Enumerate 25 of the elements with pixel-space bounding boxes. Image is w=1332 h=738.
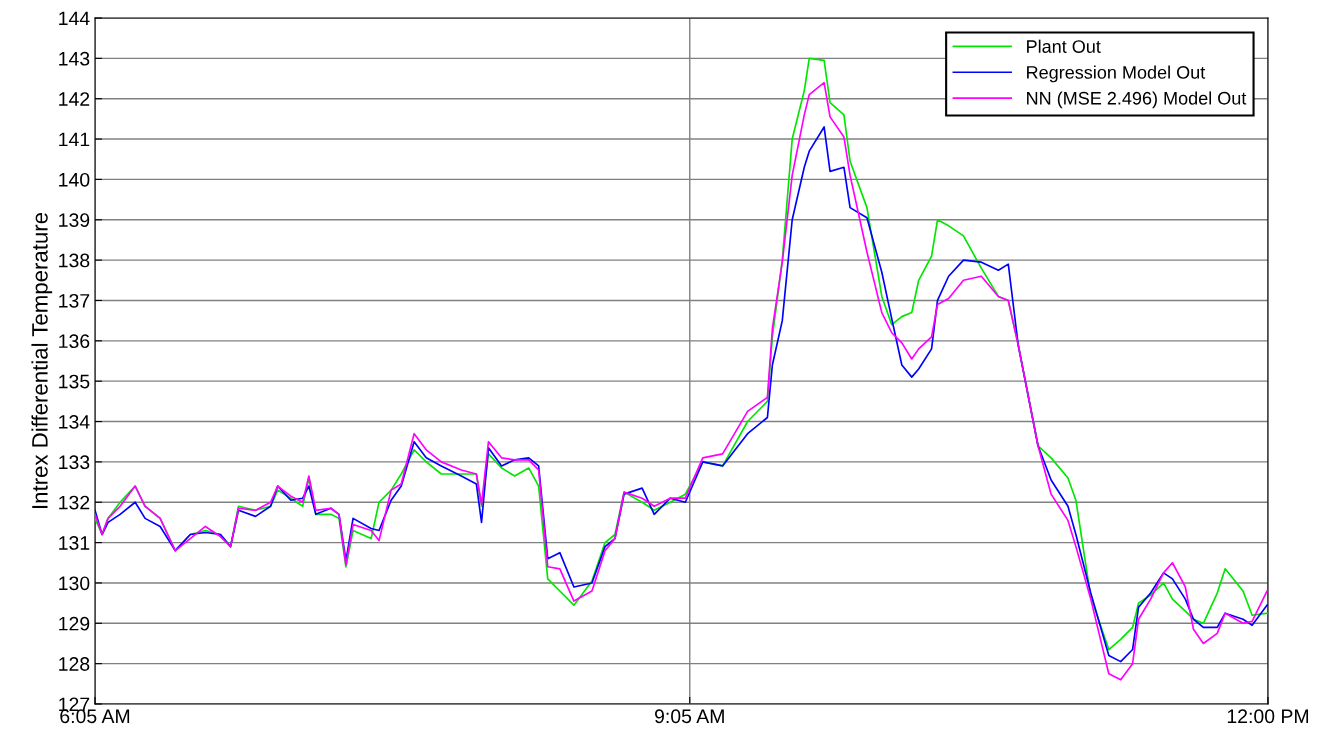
y-tick-label: 144 (59, 11, 90, 26)
y-axis-title: Intrex Differential Temperature (31, 212, 53, 508)
y-tick-label: 143 (59, 51, 90, 66)
y-tick-label: 129 (59, 616, 90, 631)
y-tick-label: 133 (59, 455, 90, 470)
y-tick-label: 130 (59, 576, 90, 591)
x-tick-label: 9:05 AM (655, 709, 724, 724)
y-tick-label: 135 (59, 374, 90, 389)
legend-label: Regression Model Out (1027, 65, 1206, 83)
y-tick-label: 141 (59, 132, 90, 147)
y-tick-label: 131 (59, 536, 90, 550)
y-tick-label: 140 (59, 172, 90, 187)
legend-label: NN (MSE 2.496) Model Out (1027, 91, 1247, 109)
y-tick-label: 138 (59, 253, 90, 268)
y-tick-label: 136 (59, 334, 90, 349)
y-tick-label: 137 (59, 293, 90, 308)
x-tick-label: 12:00 PM (1227, 709, 1309, 724)
y-tick-label: 139 (59, 213, 90, 227)
y-tick-label: 128 (59, 657, 90, 671)
legend-label: Plant Out (1027, 39, 1101, 53)
y-tick-label: 134 (59, 415, 90, 429)
y-tick-label: 142 (59, 92, 90, 106)
y-tick-label: 132 (59, 495, 90, 510)
x-tick-label: 6:05 AM (60, 709, 130, 724)
y-tick-label: 127 (59, 697, 90, 712)
